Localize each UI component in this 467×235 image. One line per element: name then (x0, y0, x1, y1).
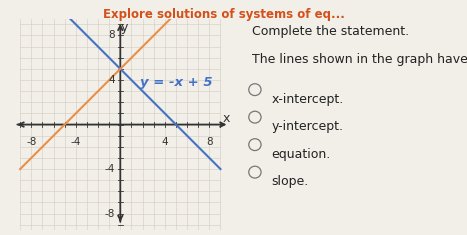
Text: y-intercept.: y-intercept. (271, 120, 343, 133)
Text: -8: -8 (26, 137, 36, 147)
Text: 4: 4 (162, 137, 168, 147)
Text: -8: -8 (104, 209, 115, 219)
Text: x: x (223, 113, 230, 125)
Text: x-intercept.: x-intercept. (271, 93, 344, 106)
Text: equation.: equation. (271, 148, 331, 161)
Text: -4: -4 (104, 164, 115, 174)
Text: -4: -4 (71, 137, 81, 147)
Text: 4: 4 (108, 75, 115, 85)
Text: 8: 8 (206, 137, 212, 147)
Text: Complete the statement.: Complete the statement. (252, 25, 409, 38)
Text: The lines shown in the graph have the same: The lines shown in the graph have the sa… (252, 53, 467, 66)
Text: slope.: slope. (271, 175, 309, 188)
Text: Explore solutions of systems of eq...: Explore solutions of systems of eq... (103, 8, 345, 21)
Text: y: y (120, 21, 128, 34)
Text: 8: 8 (108, 31, 115, 40)
Text: y = -x + 5: y = -x + 5 (141, 76, 213, 89)
